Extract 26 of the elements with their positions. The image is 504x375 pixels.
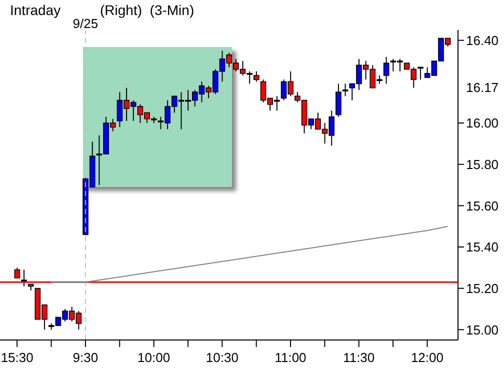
candlestick bbox=[254, 70, 260, 82]
y-tick-label: 16.40 bbox=[466, 32, 499, 48]
candlestick bbox=[336, 83, 342, 118]
text: 16.17 bbox=[466, 80, 499, 95]
chart-title: Intraday bbox=[10, 2, 61, 18]
x-tick-label: 11:30 bbox=[343, 350, 375, 365]
x-tick-label: 15:30 bbox=[0, 350, 34, 365]
chart-subtitle: (Right) (3-Min) bbox=[100, 2, 194, 18]
candlestick bbox=[418, 66, 424, 80]
y-tick-label: 16.00 bbox=[466, 116, 499, 131]
y-tick-label: 15.40 bbox=[466, 240, 499, 255]
y-tick-label: 15.20 bbox=[466, 280, 499, 296]
candlestick bbox=[21, 269, 27, 287]
line-series bbox=[50, 226, 448, 283]
candlestick bbox=[342, 83, 348, 97]
y-tick-label: 15.80 bbox=[466, 156, 499, 172]
x-tick-label: 10:30 bbox=[206, 350, 238, 365]
candlestick bbox=[383, 56, 390, 84]
y-tick-label: 15.60 bbox=[466, 198, 499, 214]
candlestick bbox=[14, 267, 20, 278]
x-tick-label: 12:00 bbox=[410, 350, 444, 365]
x-tick-label: 9:30 bbox=[72, 350, 98, 365]
y-tick-label: 15.00 bbox=[466, 322, 499, 338]
x-tick-label: 11:00 bbox=[274, 350, 306, 365]
x-tick-label: 10:00 bbox=[138, 350, 170, 365]
ref-line-label: 9/25 bbox=[72, 16, 98, 31]
